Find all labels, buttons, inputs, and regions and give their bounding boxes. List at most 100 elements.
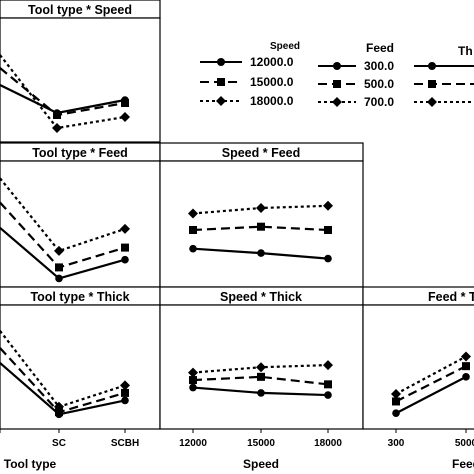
data-point xyxy=(324,226,332,234)
data-point xyxy=(121,99,129,107)
data-point xyxy=(55,263,63,272)
series-layer xyxy=(0,177,130,283)
data-point xyxy=(323,200,333,211)
legend-title: Th xyxy=(458,44,473,58)
data-point xyxy=(54,245,64,256)
data-point xyxy=(189,244,197,253)
x-axis-title: Speed xyxy=(243,457,279,471)
plot-area xyxy=(0,304,161,430)
data-point xyxy=(54,401,64,412)
legend-entry: 300.0 xyxy=(364,59,394,73)
plot-area xyxy=(362,304,474,430)
data-point xyxy=(121,388,129,397)
data-point xyxy=(392,409,400,418)
panel-title: Speed * Feed xyxy=(222,146,301,160)
legend-marker-circle xyxy=(428,62,436,70)
panel-tooltype-speed: Tool type * Speed xyxy=(0,0,161,143)
series-layer xyxy=(188,360,333,399)
data-point xyxy=(256,362,266,373)
data-point xyxy=(55,274,63,283)
data-point xyxy=(324,254,332,263)
legend-title: Feed xyxy=(366,41,394,55)
x-tick-label: 5000 xyxy=(455,438,474,449)
data-point xyxy=(120,380,130,391)
data-point xyxy=(188,208,198,219)
x-tick-label: 300 xyxy=(388,438,405,449)
data-point xyxy=(53,111,61,119)
series-line-dotted xyxy=(0,177,126,253)
data-point xyxy=(461,351,471,362)
plot-area xyxy=(0,17,161,143)
legend-marker-diamond xyxy=(427,97,437,107)
data-point xyxy=(391,388,401,399)
legend-entry: 700.0 xyxy=(364,95,394,109)
legend-marker-square xyxy=(333,80,341,88)
legend-marker-circle xyxy=(333,62,341,70)
data-point xyxy=(257,372,265,381)
data-point xyxy=(189,383,197,392)
data-point xyxy=(188,367,198,378)
plot-area xyxy=(0,160,161,288)
x-tick-label: 18000 xyxy=(314,438,342,449)
legend-entry: 500.0 xyxy=(364,77,394,91)
legend-marker-diamond xyxy=(332,97,342,107)
data-point xyxy=(55,408,63,417)
legend-marker-circle xyxy=(217,58,225,66)
data-point xyxy=(323,360,333,371)
legend-speed: Speed 12000.0 15000.0 18000.0 xyxy=(200,41,300,108)
x-axis-title: Feed xyxy=(452,457,474,471)
data-point xyxy=(52,123,62,133)
data-point xyxy=(324,380,332,389)
series-layer xyxy=(0,54,130,133)
data-point xyxy=(121,255,129,264)
series-layer xyxy=(188,200,333,263)
data-point xyxy=(257,249,265,257)
data-point xyxy=(392,397,400,406)
series-line-dotted xyxy=(395,355,467,395)
series-layer xyxy=(0,330,130,419)
data-point xyxy=(189,226,197,234)
panel-tooltype-thick: Tool type * Thick xyxy=(0,286,161,430)
legend-feed: Feed 300.0 500.0 700.0 xyxy=(318,41,394,109)
series-line-dashed xyxy=(192,375,329,386)
data-point xyxy=(462,373,470,381)
series-line-dashed xyxy=(192,225,329,232)
x-tick-label: SC xyxy=(52,438,66,449)
legend-entry: 15000.0 xyxy=(250,75,294,89)
legend-marker-square xyxy=(217,78,225,86)
panel-tooltype-feed: Tool type * Feed xyxy=(0,142,161,288)
bottom-x-axes: Tool type Speed Feed SC SCBH 12000 15000 180… xyxy=(0,429,474,471)
data-point xyxy=(462,362,470,371)
panel-title: Feed * T xyxy=(428,290,474,304)
legend-title: Speed xyxy=(270,41,300,52)
legend-marker-diamond xyxy=(216,96,226,106)
panel-speed-thick: Speed * Thick xyxy=(159,286,364,430)
panel-title: Speed * Thick xyxy=(220,290,302,304)
panel-title: Tool type * Feed xyxy=(32,146,128,160)
panel-speed-feed: Speed * Feed xyxy=(159,142,364,288)
x-axis-title: Tool type xyxy=(4,457,57,471)
panel-feed-thick: Feed * T xyxy=(362,286,474,430)
panel-title: Tool type * Speed xyxy=(28,3,132,17)
legend-thick: Th xyxy=(414,44,474,107)
x-tick-label: 15000 xyxy=(247,438,275,449)
series-line-solid xyxy=(395,375,467,415)
legend-entry: 18000.0 xyxy=(250,94,294,108)
data-point xyxy=(257,389,265,397)
legend-entry: 12000.0 xyxy=(250,55,294,69)
data-point xyxy=(121,396,129,405)
data-point xyxy=(121,243,129,252)
data-point xyxy=(256,203,266,213)
data-point xyxy=(257,222,265,231)
data-point xyxy=(189,376,197,385)
legend-marker-square xyxy=(428,80,436,88)
data-point xyxy=(324,391,332,399)
panel-title: Tool type * Thick xyxy=(30,290,129,304)
x-tick-label: SCBH xyxy=(111,438,139,449)
legend-area: Speed 12000.0 15000.0 18000.0 Feed 300.0… xyxy=(200,41,474,109)
series-layer xyxy=(391,351,471,418)
data-point xyxy=(120,112,130,122)
x-tick-label: 12000 xyxy=(179,438,207,449)
data-point xyxy=(120,223,130,234)
